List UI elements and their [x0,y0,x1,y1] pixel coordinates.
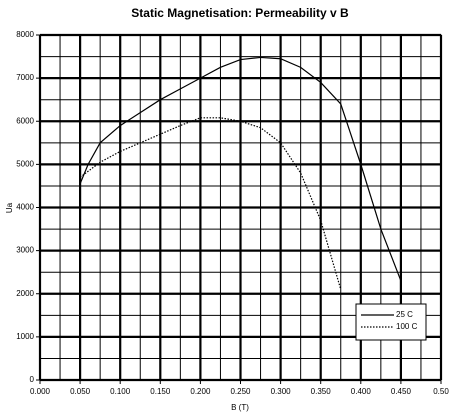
y-tick-label: 6000 [16,116,34,125]
legend-label: 100 C [396,322,418,331]
y-tick-label: 5000 [16,159,34,168]
y-tick-label: 7000 [16,73,34,82]
series-line [79,56,402,282]
x-tick-label: 0.150 [150,387,171,396]
y-tick-label: 4000 [16,203,34,212]
x-tick-label: 0.300 [271,387,292,396]
legend-box [355,303,427,341]
x-tick-label: 0.450 [391,387,412,396]
y-tick-label: 2000 [16,289,34,298]
x-tick-label: 0.250 [230,387,251,396]
x-tick-label: 0.200 [190,387,211,396]
y-tick-label: 0 [30,375,35,384]
plot-border [39,34,442,381]
y-tick-label: 8000 [16,30,34,39]
y-tick-label: 1000 [16,332,34,341]
x-tick-label: 0.350 [311,387,332,396]
series-line [79,117,342,290]
x-axis-label: B (T) [231,403,249,412]
x-tick-label: 0.100 [110,387,131,396]
x-tick-label: 0.50 [433,387,449,396]
x-tick-label: 0.000 [30,387,51,396]
x-tick-label: 0.050 [70,387,91,396]
x-tick-label: 0.400 [351,387,372,396]
legend-label: 25 C [396,310,413,319]
y-axis-label: Ua [5,202,14,213]
y-tick-label: 3000 [16,246,34,255]
chart-title: Static Magnetisation: Permeability v B [131,6,349,20]
